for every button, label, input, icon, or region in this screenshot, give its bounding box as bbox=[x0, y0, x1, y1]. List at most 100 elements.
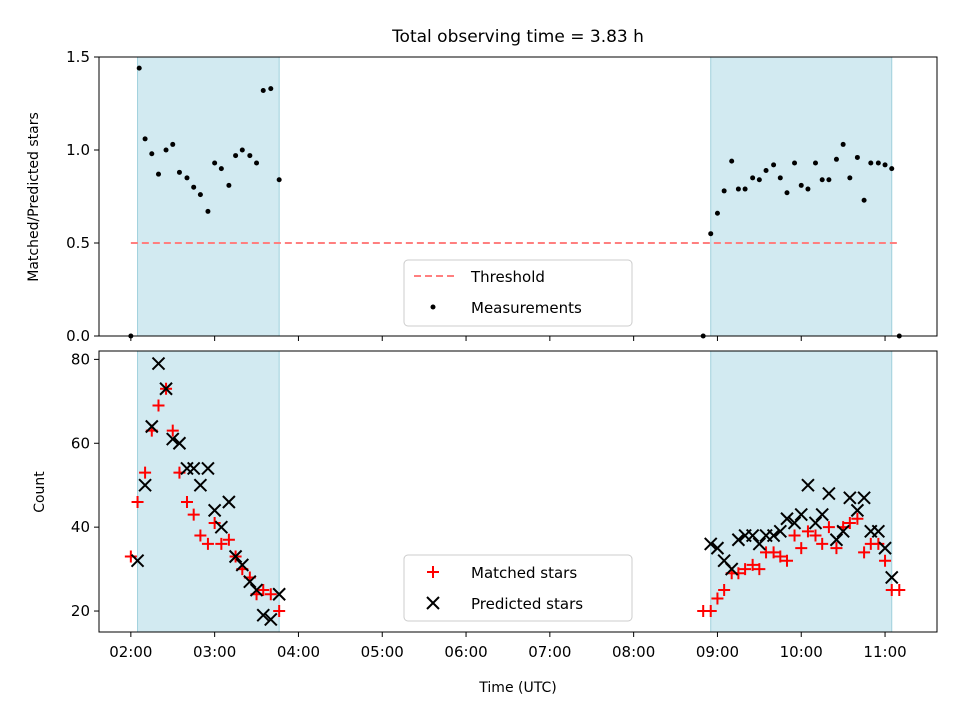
legend-matched-label: Matched stars bbox=[471, 564, 577, 582]
matched-stars-point bbox=[273, 605, 286, 618]
matched-stars-point bbox=[809, 529, 822, 542]
matched-stars-point bbox=[166, 424, 179, 437]
predicted-stars-point bbox=[780, 512, 794, 526]
matched-stars-point bbox=[139, 466, 152, 479]
measurement-point bbox=[212, 160, 218, 166]
predicted-stars-point bbox=[138, 478, 152, 492]
top-legend-box bbox=[403, 259, 633, 327]
legend-predicted-label: Predicted stars bbox=[471, 595, 583, 613]
measurement-point bbox=[798, 182, 804, 188]
bottom-observing-window bbox=[710, 350, 893, 633]
legend-measurements-swatch bbox=[430, 304, 436, 310]
predicted-stars-point bbox=[822, 486, 836, 501]
predicted-stars-point bbox=[885, 570, 899, 585]
matched-stars-point bbox=[879, 554, 892, 567]
predicted-stars-point bbox=[857, 491, 871, 505]
predicted-stars-point bbox=[186, 461, 201, 476]
matched-stars-point bbox=[801, 525, 814, 538]
top-panel-shading bbox=[137, 56, 893, 337]
measurement-point bbox=[708, 231, 714, 237]
chart-title: Total observing time = 3.83 h bbox=[391, 27, 644, 47]
matched-stars-point bbox=[872, 537, 885, 550]
measurement-point bbox=[170, 141, 176, 147]
bottom-y-tick-label: 40 bbox=[71, 518, 90, 536]
measurement-point bbox=[742, 186, 748, 192]
measurement-point bbox=[833, 156, 839, 162]
measurement-point bbox=[784, 190, 790, 196]
measurement-point bbox=[149, 151, 155, 157]
matched-stars-point bbox=[194, 529, 207, 542]
matched-stars-point bbox=[264, 588, 277, 601]
predicted-stars-point bbox=[710, 541, 725, 555]
x-tick-label: 05:00 bbox=[361, 643, 404, 661]
measurement-point bbox=[805, 186, 811, 192]
measurement-point bbox=[875, 160, 881, 166]
measurement-point bbox=[861, 197, 867, 203]
top-y-tick-label: 0.5 bbox=[66, 234, 90, 252]
measurement-point bbox=[218, 166, 224, 172]
matched-stars-point bbox=[187, 508, 200, 521]
predicted-stars-point bbox=[151, 356, 166, 371]
x-tick-label: 04:00 bbox=[277, 643, 320, 661]
measurement-point bbox=[226, 182, 232, 188]
top-y-axis-label: Matched/Predicted stars bbox=[26, 112, 42, 282]
matched-stars-point bbox=[222, 533, 235, 546]
matched-stars-point bbox=[795, 542, 808, 555]
predicted-stars-point bbox=[145, 419, 159, 434]
measurement-point bbox=[868, 160, 874, 166]
bottom-panel-plot bbox=[124, 356, 906, 627]
matched-stars-point bbox=[257, 584, 270, 597]
matched-stars-point bbox=[746, 558, 759, 571]
measurement-point bbox=[247, 153, 253, 159]
matched-stars-point bbox=[767, 546, 780, 559]
matched-stars-point bbox=[704, 605, 717, 618]
matched-stars-point bbox=[739, 563, 752, 576]
measurement-point bbox=[142, 136, 148, 142]
matched-stars-point bbox=[753, 563, 766, 576]
predicted-stars-point bbox=[787, 516, 802, 530]
predicted-stars-point bbox=[704, 537, 718, 551]
top-observing-window bbox=[710, 56, 893, 337]
top-y-tick-label: 0.0 bbox=[66, 327, 90, 345]
matched-stars-point bbox=[788, 529, 801, 542]
bottom-y-axis-label: Count bbox=[32, 471, 48, 513]
measurement-point bbox=[771, 162, 777, 168]
measurement-point bbox=[254, 160, 260, 166]
matched-stars-point bbox=[893, 584, 906, 597]
measurement-point bbox=[714, 210, 720, 216]
predicted-stars-point bbox=[222, 495, 236, 509]
measurement-point bbox=[205, 208, 211, 214]
matched-stars-point bbox=[780, 554, 793, 567]
predicted-stars-point bbox=[850, 503, 865, 518]
bottom-legend: Matched stars Predicted stars bbox=[403, 554, 633, 622]
top-panel-plot bbox=[128, 65, 902, 339]
predicted-stars-point bbox=[731, 533, 746, 547]
measurement-point bbox=[260, 87, 266, 93]
predicted-stars-point bbox=[843, 491, 857, 505]
measurement-point bbox=[735, 186, 741, 192]
measurement-point bbox=[889, 166, 895, 172]
predicted-stars-point bbox=[878, 541, 892, 555]
measurement-point bbox=[777, 175, 783, 181]
predicted-stars-point bbox=[808, 516, 823, 530]
measurement-point bbox=[840, 141, 846, 147]
x-tick-label: 07:00 bbox=[528, 643, 571, 661]
matched-stars-point bbox=[124, 550, 137, 563]
matched-stars-point bbox=[718, 584, 731, 597]
predicted-stars-point bbox=[243, 574, 257, 589]
measurement-point bbox=[191, 184, 197, 190]
matched-stars-point bbox=[131, 495, 144, 508]
bottom-y-tick-label: 20 bbox=[71, 602, 90, 620]
predicted-stars-point bbox=[871, 524, 886, 539]
legend-threshold-label: Threshold bbox=[470, 268, 545, 286]
measurement-point bbox=[268, 86, 274, 92]
x-tick-label: 10:00 bbox=[780, 643, 823, 661]
x-tick-label: 03:00 bbox=[193, 643, 236, 661]
measurement-point bbox=[854, 154, 860, 160]
axes: 0.0 0.5 1.0 1.5 20 40 60 80 02:00 03:00 04:00 05:00… bbox=[66, 48, 907, 661]
predicted-stars-point bbox=[166, 432, 180, 446]
matched-stars-point bbox=[822, 521, 835, 534]
predicted-stars-point bbox=[264, 612, 278, 627]
x-axis-label: Time (UTC) bbox=[478, 680, 556, 696]
